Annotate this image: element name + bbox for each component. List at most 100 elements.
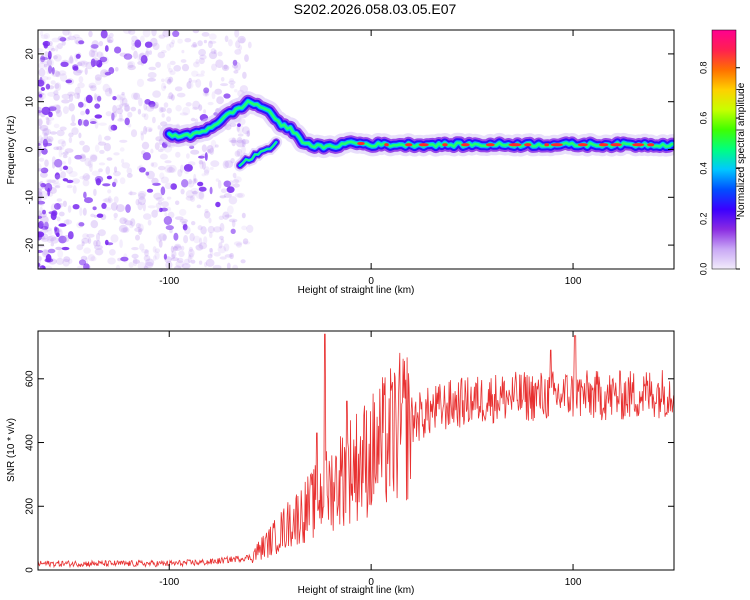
spectrogram-cell (38, 146, 42, 155)
spectrogram-cell (150, 162, 154, 167)
spectrogram-cell (226, 186, 235, 194)
spectrogram-cell (200, 226, 207, 235)
spectrogram-cell (223, 243, 230, 252)
spectrogram-cell (132, 259, 140, 264)
spectrogram-cell (186, 81, 192, 89)
spectrogram-cell (38, 210, 42, 217)
spectrogram-cell (138, 196, 146, 206)
spectrogram-cell (190, 259, 196, 264)
spectrogram-cell (101, 202, 107, 209)
spectrogram-cell (121, 158, 125, 164)
spectrogram-cell (205, 258, 215, 267)
spectrogram-cell (68, 56, 74, 64)
spectrogram-cell (210, 139, 217, 149)
spectrogram-cell (77, 265, 87, 269)
spectrogram-cell (46, 117, 50, 126)
spectrogram-cell (159, 207, 163, 213)
spectrogram-cell (193, 173, 197, 182)
spectrogram-cell (241, 145, 246, 155)
spectrogram-cell (62, 106, 69, 115)
spectrogram-cell (72, 204, 80, 210)
spectrogram-cell (185, 102, 192, 107)
spectrogram-cell (72, 66, 79, 71)
spectrogram-cell (104, 45, 109, 52)
spectrogram-cell (108, 195, 112, 203)
spectrogram-cell (123, 253, 128, 261)
spectrogram-cell (160, 186, 166, 196)
spectrogram-cell (214, 88, 222, 95)
x-tick-label: -100 (159, 276, 179, 287)
spectrogram-cell (164, 160, 172, 164)
ridge-hotspot (442, 143, 448, 147)
spectrogram-cell (189, 233, 195, 242)
spectrogram-cell (104, 71, 111, 76)
spectrogram-cell (152, 42, 160, 51)
spectrogram-cell (98, 134, 102, 143)
spectrogram-cell (175, 260, 185, 268)
spectrogram-cell (179, 208, 187, 216)
spectrogram-cell (209, 232, 213, 238)
spectrogram-cell (171, 39, 176, 45)
spectrogram-cell (179, 112, 189, 116)
spectrogram-cell (213, 226, 222, 233)
spectrogram-cell (234, 193, 243, 198)
spectrogram-cell (51, 156, 56, 165)
spectrogram-cell (145, 258, 155, 267)
spectrogram-cell (42, 249, 49, 256)
spectrogram-cell (210, 48, 216, 55)
spectrogram-cell (182, 223, 188, 231)
spectrogram-cell (121, 97, 128, 106)
spectrogram-cell (142, 202, 146, 212)
spectrogram-cell (119, 103, 124, 109)
spectrogram-cell (180, 59, 187, 63)
spectrogram-cell (135, 222, 141, 229)
spectrogram-cell (204, 262, 208, 268)
spectrogram-cell (111, 112, 115, 121)
spectrogram-cell (209, 80, 213, 88)
spectrogram-cell (203, 169, 210, 176)
spectrogram-cell (218, 215, 224, 220)
spectrogram-cell (55, 232, 60, 238)
spectrogram-cell (158, 233, 168, 241)
spectrogram-cell (137, 61, 143, 65)
spectrogram-cell (128, 191, 137, 196)
x-tick-label: 0 (368, 276, 374, 287)
spectrogram-cell (97, 141, 107, 146)
spectrogram-cell (58, 235, 67, 244)
spectrogram-cell (192, 178, 197, 185)
spectrogram-cell (173, 65, 182, 72)
spectrogram-cell (151, 209, 158, 218)
spectrogram-cell (113, 170, 121, 177)
spectrogram-cell (236, 242, 242, 248)
spectrogram-cell (215, 178, 220, 182)
spectrogram-cell (56, 198, 63, 202)
spectrogram-cell (50, 80, 56, 85)
spectrogram-cell (65, 79, 73, 84)
spectrogram-cell (143, 213, 152, 220)
spectrogram-cell (93, 93, 97, 101)
spectrogram-cell (127, 64, 136, 71)
spectrogram-cell (67, 205, 72, 213)
spectrogram-cell (137, 261, 146, 269)
spectrogram-cell (116, 204, 125, 213)
spectrogram-cell (236, 139, 245, 148)
spectrogram-cell (104, 197, 113, 204)
spectrogram-cell (67, 35, 77, 41)
spectrogram-cell (181, 63, 190, 72)
spectrogram-cell (112, 96, 117, 101)
spectrogram-cell (90, 44, 99, 49)
spectrogram-cell (217, 245, 227, 254)
spectrogram-cell (44, 141, 49, 148)
spectrogram-cell (166, 78, 172, 85)
spectrogram-cell (144, 41, 153, 48)
spectrogram-cell (152, 246, 157, 253)
spectrogram-cell (59, 37, 67, 42)
spectrogram-cell (108, 124, 114, 132)
spectrogram-cell (38, 68, 46, 77)
spectrogram-cell (76, 92, 81, 100)
spectrogram-cell (162, 30, 172, 38)
spectrogram-cell (150, 148, 154, 154)
spectrogram-cell (38, 94, 43, 98)
spectrogram-cell (144, 261, 154, 269)
spectrogram-cell (232, 64, 239, 69)
